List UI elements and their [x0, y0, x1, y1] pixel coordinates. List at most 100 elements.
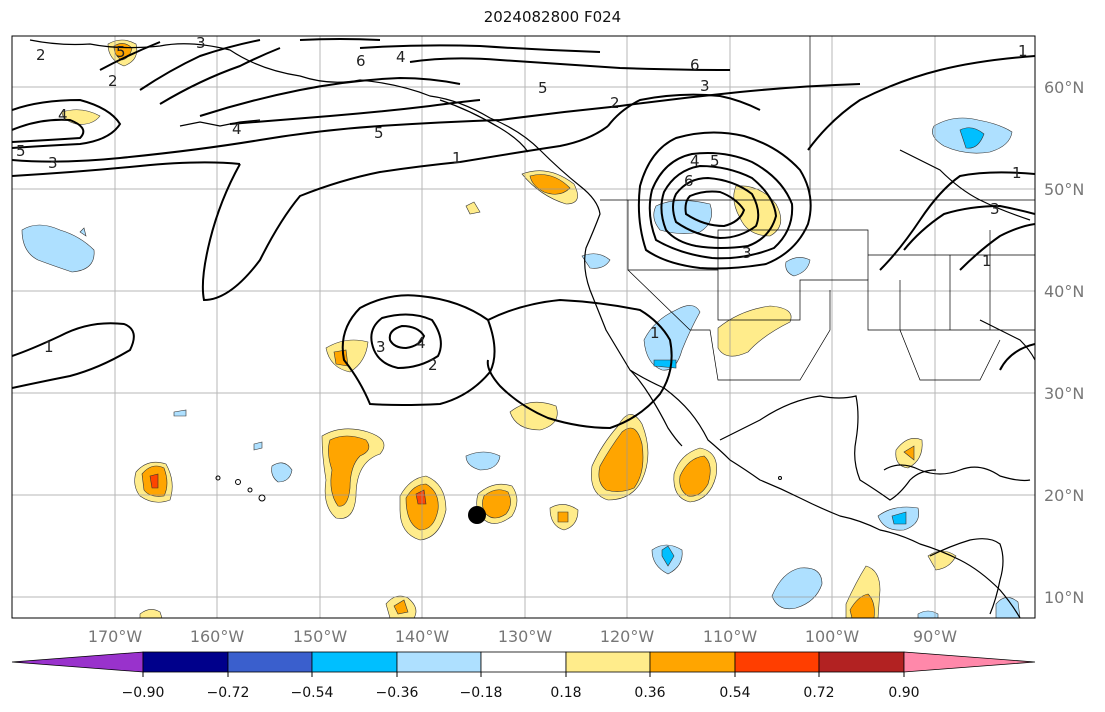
- colorbar: [11, 651, 1036, 673]
- positive-area: [598, 427, 644, 492]
- lon-label: 170°W: [88, 627, 143, 646]
- negative-area: [917, 610, 939, 618]
- strong-positive-area: [415, 489, 427, 505]
- colorbar-segment: [565, 651, 651, 673]
- lat-label: 40°N: [1044, 282, 1084, 301]
- lat-label: 50°N: [1044, 180, 1084, 199]
- positive-area: [465, 201, 481, 215]
- colorbar-tick-label: −0.54: [291, 685, 334, 701]
- negative-area: [21, 224, 95, 273]
- islands: [215, 475, 782, 502]
- colorbar-tick-label: 0.90: [888, 685, 919, 701]
- contour-label: 1: [982, 252, 992, 270]
- contour-label: 1: [650, 324, 660, 342]
- contour-label: 3: [196, 34, 206, 52]
- positive-area: [482, 489, 511, 519]
- contour-label: 5: [116, 43, 126, 61]
- contour-label: 2: [108, 72, 118, 90]
- contour-label: 4: [690, 152, 700, 170]
- lon-label: 120°W: [600, 627, 655, 646]
- negative-area: [271, 462, 293, 483]
- contour-label: 6: [690, 56, 700, 74]
- contour-label: 6: [684, 172, 694, 190]
- negative-area: [995, 597, 1021, 618]
- positive-area: [679, 455, 711, 497]
- longitude-labels: 170°W 160°W 150°W 140°W 130°W 120°W 110°…: [88, 627, 957, 646]
- contour-label: 4: [232, 120, 242, 138]
- lat-label: 30°N: [1044, 384, 1084, 403]
- contour-label: 5: [710, 152, 720, 170]
- negative-area: [173, 409, 187, 417]
- contour-label: 3: [48, 154, 58, 172]
- lon-label: 100°W: [805, 627, 860, 646]
- colorbar-tick-label: −0.18: [460, 685, 503, 701]
- colorbar-tick-label: −0.36: [376, 685, 419, 701]
- positive-area: [927, 550, 957, 571]
- positive-area: [139, 609, 163, 618]
- contour-lines: [12, 38, 1035, 430]
- negative-area: [785, 257, 811, 277]
- positive-area: [393, 599, 409, 615]
- positive-area: [903, 445, 915, 461]
- map-frame: [11, 35, 1036, 619]
- negative-area: [653, 200, 712, 234]
- negative-area: [771, 567, 823, 610]
- contour-label: 3: [742, 244, 752, 262]
- positive-area: [61, 109, 101, 125]
- positive-area: [717, 305, 792, 357]
- lat-lon-grid: [12, 36, 1035, 618]
- strong-negative-area: [959, 127, 985, 149]
- negative-area: [253, 441, 263, 451]
- coastlines: [29, 39, 1035, 618]
- lon-label: 110°W: [703, 627, 758, 646]
- colorbar-tick-label: −0.72: [207, 685, 250, 701]
- colorbar-segment: [142, 651, 229, 673]
- contour-label: 5: [374, 124, 384, 142]
- colorbar-tick-label: −0.90: [122, 685, 165, 701]
- latitude-labels: 60°N 50°N 40°N 30°N 20°N 10°N: [1044, 78, 1084, 607]
- lat-label: 20°N: [1044, 486, 1084, 505]
- contour-label: 1: [1012, 164, 1022, 182]
- positive-area: [849, 593, 875, 618]
- contour-label: 1: [44, 338, 54, 356]
- colorbar-extend-high: [903, 651, 1036, 673]
- colorbar-extend-low: [11, 651, 144, 673]
- shaded-regions: [21, 39, 1021, 618]
- colorbar-segment: [311, 651, 398, 673]
- colorbar-tick-label: 0.36: [634, 685, 665, 701]
- colorbar-segment: [396, 651, 482, 673]
- contour-label: 3: [700, 77, 710, 95]
- colorbar-segment: [649, 651, 736, 673]
- colorbar-ticks: [142, 672, 905, 677]
- colorbar-segment: [480, 651, 567, 673]
- lon-label: 150°W: [293, 627, 348, 646]
- map-body: 1 2 3 4 5 6 6 5 4 5 5 3 2 1 2 3 4 5 4 6 …: [12, 34, 1035, 618]
- colorbar-tick-label: 0.72: [803, 685, 834, 701]
- strong-negative-area: [661, 545, 675, 567]
- contour-label: 3: [990, 200, 1000, 218]
- colorbar-segment: [734, 651, 820, 673]
- colorbar-tick-label: 0.18: [550, 685, 581, 701]
- strong-positive-area: [149, 473, 159, 489]
- contour-label: 3: [376, 338, 386, 356]
- state-borders: [600, 36, 1035, 381]
- lon-label: 160°W: [190, 627, 245, 646]
- lat-label: 60°N: [1044, 78, 1084, 97]
- contour-label: 6: [356, 52, 366, 70]
- contour-label: 5: [16, 142, 26, 160]
- contour-label: 5: [538, 79, 548, 97]
- positive-area: [328, 435, 370, 507]
- contour-label: 4: [58, 106, 68, 124]
- contour-label: 1: [452, 149, 462, 167]
- lon-label: 130°W: [498, 627, 553, 646]
- contour-label: 2: [36, 46, 46, 64]
- negative-area: [581, 253, 611, 269]
- negative-area: [643, 305, 701, 371]
- colorbar-labels: −0.90 −0.72 −0.54 −0.36 −0.18 0.18 0.36 …: [122, 685, 920, 701]
- contour-labels: 1 2 3 4 5 6 6 5 4 5 5 3 2 1 2 3 4 5 4 6 …: [16, 34, 1028, 374]
- contour-label: 2: [610, 94, 620, 112]
- contour-label: 2: [428, 356, 438, 374]
- lon-label: 90°W: [913, 627, 957, 646]
- colorbar-segment: [227, 651, 313, 673]
